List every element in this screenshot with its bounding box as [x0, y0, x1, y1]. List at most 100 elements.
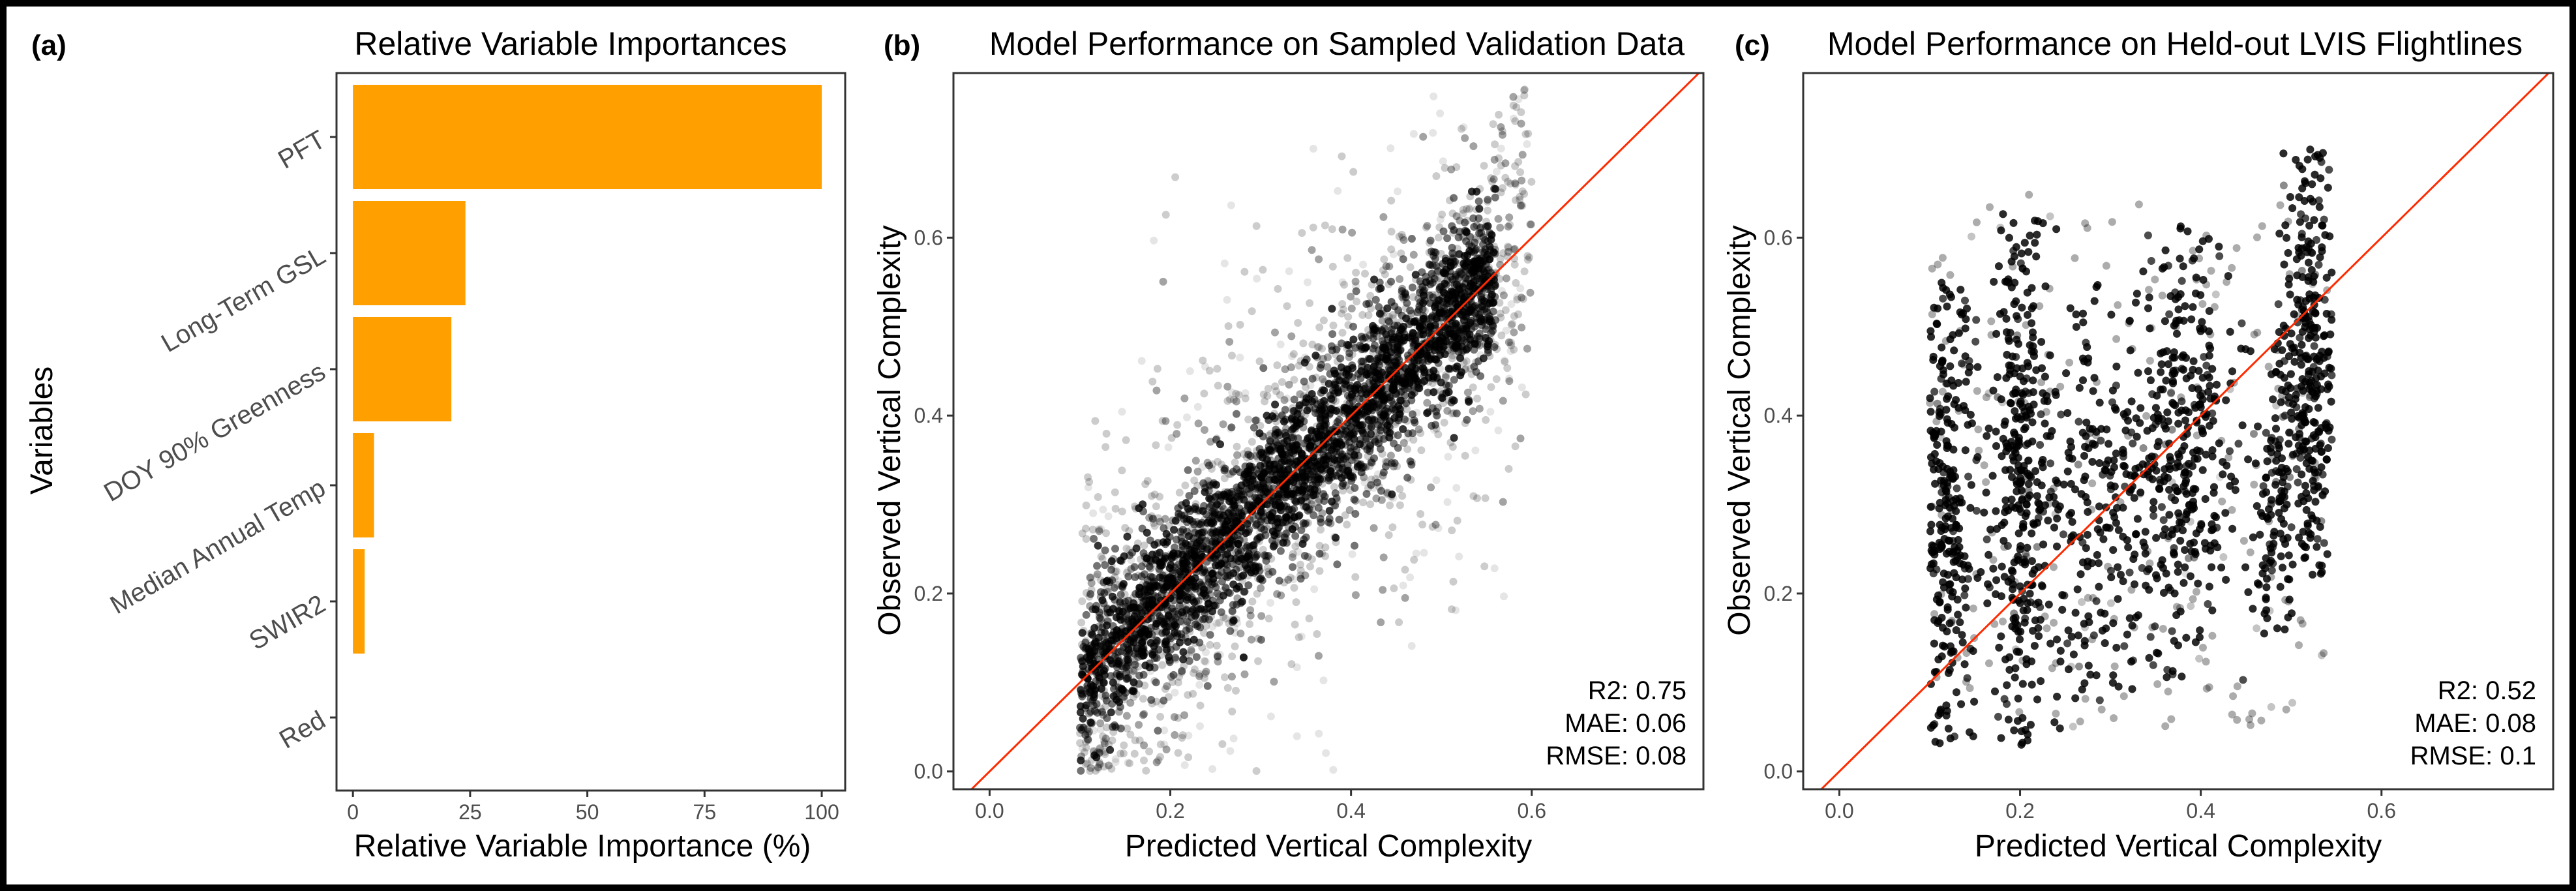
scatter-point — [1365, 422, 1373, 430]
scatter-point — [1504, 222, 1512, 231]
scatter-point — [1518, 324, 1526, 332]
scatter-point — [1403, 417, 1411, 425]
scatter-point — [1132, 544, 1141, 552]
scatter-point — [1445, 365, 1453, 373]
scatter-point — [1437, 250, 1445, 258]
scatter-point — [1387, 228, 1396, 236]
scatter-point — [1308, 555, 1316, 564]
scatter-point — [1360, 473, 1368, 481]
scatter-point — [1135, 590, 1143, 599]
scatter-point — [1452, 484, 1461, 492]
scatter-point — [1399, 581, 1407, 590]
scatter-point — [1378, 449, 1386, 458]
scatter-point — [1244, 581, 1253, 590]
scatter-point — [1148, 378, 1157, 385]
scatter-point — [1506, 220, 1514, 229]
scatter-point — [1308, 246, 1316, 254]
scatter-point — [1470, 222, 1478, 231]
scatter-point — [1178, 731, 1187, 740]
scatter-point — [1289, 563, 1297, 571]
scatter-point — [1377, 618, 1385, 627]
scatter-point — [1189, 689, 1197, 698]
scatter-point — [1334, 187, 1342, 195]
scatter-point — [1509, 114, 1518, 123]
scatter-point — [1300, 521, 1308, 530]
scatter-point — [1434, 524, 1443, 532]
scatter-point — [1398, 293, 1407, 301]
scatter-point — [1077, 756, 1085, 764]
scatter-point — [1349, 168, 1358, 176]
scatter-point — [1403, 445, 1412, 453]
scatter-point — [1244, 581, 1253, 589]
scatter-point — [1408, 458, 1416, 466]
scatter-point — [1124, 759, 1132, 767]
scatter-point — [1329, 766, 1338, 774]
scatter-point — [1242, 453, 1251, 462]
scatter-point — [1375, 303, 1383, 311]
scatter-point — [1205, 494, 1214, 503]
scatter-point — [1480, 162, 1488, 170]
scatter-point — [1171, 173, 1180, 181]
panel-a-title: Relative Variable Importances — [354, 25, 786, 62]
scatter-point — [1406, 263, 1415, 271]
panel-b: (b) Model Performance on Sampled Validat… — [873, 25, 1705, 864]
scatter-point — [1226, 543, 1235, 552]
scatter-point — [1488, 291, 1496, 299]
scatter-point — [1352, 268, 1360, 277]
scatter-point — [1301, 571, 1310, 580]
scatter-point — [1426, 355, 1435, 363]
scatter-point — [1162, 530, 1171, 538]
scatter-point — [1225, 589, 1234, 597]
scatter-point — [1462, 357, 1471, 365]
scatter-point — [1152, 441, 1160, 449]
scatter-point — [1395, 232, 1403, 241]
scatter-point — [1497, 123, 1505, 131]
scatter-point — [1305, 614, 1313, 623]
scatter-point — [1293, 732, 1301, 740]
scatter-point — [1227, 201, 1235, 209]
scatter-point — [1462, 228, 1471, 236]
scatter-point — [1098, 691, 1106, 700]
scatter-point — [1110, 584, 1118, 592]
scatter-point — [1201, 657, 1210, 666]
scatter-point — [1278, 378, 1286, 386]
scatter-point — [1226, 395, 1235, 404]
scatter-point — [1434, 430, 1443, 438]
scatter-point — [1308, 374, 1317, 383]
scatter-point — [1333, 343, 1341, 352]
scatter-point — [1313, 630, 1321, 638]
scatter-point — [1259, 390, 1268, 399]
scatter-point — [1090, 535, 1098, 543]
panel-a-x-ticks: 0 25 50 75 100 — [347, 791, 839, 824]
scatter-point — [1173, 421, 1182, 429]
scatter-point — [1371, 475, 1380, 483]
scatter-point — [1351, 573, 1360, 581]
scatter-point — [1080, 748, 1088, 757]
scatter-point — [1409, 130, 1418, 138]
scatter-point — [1293, 663, 1301, 671]
scatter-point — [1296, 566, 1305, 575]
scatter-point — [1505, 464, 1513, 473]
scatter-point — [1361, 269, 1369, 278]
scatter-point — [1512, 103, 1521, 112]
scatter-point — [1115, 708, 1123, 716]
scatter-point — [1270, 476, 1279, 484]
scatter-point — [1253, 551, 1261, 559]
scatter-point — [1460, 260, 1468, 268]
scatter-point — [1520, 91, 1529, 100]
scatter-point — [1212, 481, 1220, 489]
scatter-point — [1371, 341, 1379, 350]
scatter-point — [1130, 749, 1139, 758]
scatter-point — [1191, 457, 1200, 465]
scatter-point — [1409, 250, 1418, 259]
scatter-point — [1306, 299, 1314, 307]
x-tick-label: 100 — [804, 800, 839, 824]
scatter-point — [1375, 483, 1383, 491]
scatter-point — [1124, 567, 1132, 575]
scatter-point — [1432, 476, 1441, 485]
scatter-point — [1214, 562, 1223, 569]
scatter-point — [1456, 354, 1464, 362]
scatter-point — [1494, 215, 1503, 223]
scatter-point — [1111, 488, 1119, 496]
scatter-point — [1394, 308, 1403, 316]
